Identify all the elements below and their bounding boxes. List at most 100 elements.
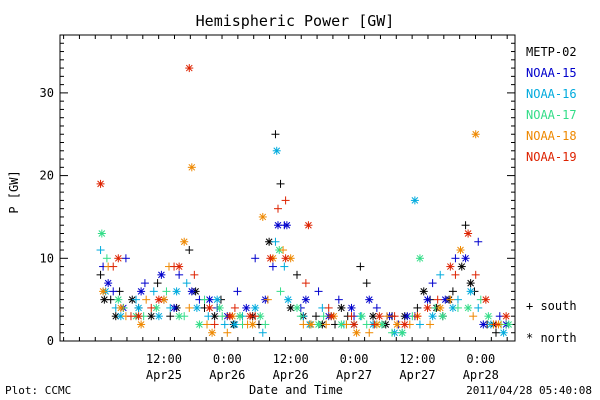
data-point-north — [185, 64, 194, 73]
y-tick-label: 10 — [40, 251, 54, 265]
plot-frame — [59, 34, 516, 342]
data-point-south — [324, 303, 333, 312]
data-point-south — [362, 320, 371, 329]
data-point-south — [293, 270, 302, 279]
data-point-north — [114, 254, 123, 263]
data-point-north — [464, 303, 473, 312]
data-point-north — [419, 287, 428, 296]
y-tick-label: 0 — [47, 334, 54, 348]
data-point-south — [312, 312, 321, 321]
data-point-north — [423, 303, 432, 312]
data-point-south — [142, 295, 151, 304]
legend-entry: NOAA-19 — [526, 150, 577, 164]
data-point-north — [400, 320, 409, 329]
data-point-south — [140, 279, 149, 288]
data-point-south — [372, 303, 381, 312]
data-point-north — [464, 229, 473, 238]
x-tick-label-date: Apr27 — [399, 368, 435, 382]
x-tick-label-date: Apr28 — [463, 368, 499, 382]
legend-entry: NOAA-16 — [526, 87, 577, 101]
data-point-north — [337, 320, 346, 329]
data-point-north — [438, 312, 447, 321]
data-point-south — [271, 130, 280, 139]
data-point-south — [415, 320, 424, 329]
data-point-south — [453, 303, 462, 312]
data-point-north — [97, 229, 106, 238]
data-point-north — [100, 295, 109, 304]
data-point-south — [451, 270, 460, 279]
data-point-north — [154, 295, 163, 304]
data-point-north — [114, 295, 123, 304]
data-point-north — [282, 221, 291, 230]
data-point-north — [248, 320, 257, 329]
data-point-south — [166, 303, 175, 312]
data-point-north — [99, 287, 108, 296]
data-point-north — [314, 320, 323, 329]
data-point-south — [223, 328, 232, 337]
data-point-north — [446, 262, 455, 271]
data-point-south — [426, 320, 435, 329]
data-point-north — [461, 254, 470, 263]
data-point-north — [180, 237, 189, 246]
data-point-south — [126, 312, 135, 321]
data-point-south — [428, 279, 437, 288]
data-point-south — [153, 279, 162, 288]
data-point-north — [205, 295, 214, 304]
data-point-south — [132, 295, 141, 304]
data-point-north — [213, 295, 222, 304]
data-point-south — [102, 254, 111, 263]
data-point-south — [436, 270, 445, 279]
data-point-north — [273, 221, 282, 230]
footer-left: Plot: CCMC — [5, 384, 71, 397]
data-point-north — [258, 212, 267, 221]
data-point-north — [441, 295, 450, 304]
x-tick-label-time: 0:00 — [213, 352, 242, 366]
data-point-north — [471, 130, 480, 139]
data-point-south — [413, 303, 422, 312]
data-point-north — [502, 312, 511, 321]
data-point-north — [154, 312, 163, 321]
y-tick-label: 30 — [40, 86, 54, 100]
data-point-south — [210, 320, 219, 329]
data-point-south — [271, 237, 280, 246]
data-point-south — [230, 303, 239, 312]
data-point-north — [415, 254, 424, 263]
data-point-north — [235, 312, 244, 321]
marker-legend-south: + south — [526, 299, 577, 313]
data-point-north — [423, 295, 432, 304]
legend-entry: NOAA-18 — [526, 129, 577, 143]
data-point-south — [362, 279, 371, 288]
data-point-north — [246, 312, 255, 321]
data-point-north — [157, 270, 166, 279]
data-point-south — [109, 287, 118, 296]
data-point-north — [134, 312, 143, 321]
data-point-south — [218, 312, 227, 321]
axis-ticks: 0 10 20 30 12:00 Apr25 0:00 Apr26 12:00 Apr26 0:00… — [40, 34, 515, 382]
data-point-north — [266, 254, 275, 263]
legend-entry: NOAA-15 — [526, 66, 577, 80]
legend-entry: NOAA-17 — [526, 108, 577, 122]
y-axis-label: P [GW] — [7, 170, 21, 213]
data-point-south — [301, 279, 310, 288]
chart-title: Hemispheric Power [GW] — [196, 12, 395, 30]
data-point-north — [215, 303, 224, 312]
data-point-south — [200, 295, 209, 304]
data-point-north — [256, 312, 265, 321]
data-point-south — [258, 328, 267, 337]
data-point-north — [96, 179, 105, 188]
data-point-north — [251, 303, 260, 312]
data-point-north — [304, 221, 313, 230]
data-point-north — [187, 163, 196, 172]
data-point-north — [350, 320, 359, 329]
marker-legend-north: * north — [526, 331, 577, 345]
data-point-south — [263, 295, 272, 304]
data-point-north — [398, 328, 407, 337]
data-point-north — [147, 312, 156, 321]
data-point-north — [116, 303, 125, 312]
data-points — [96, 64, 513, 337]
data-point-north — [159, 295, 168, 304]
x-tick-label-time: 0:00 — [340, 352, 369, 366]
x-tick-label-date: Apr27 — [336, 368, 372, 382]
data-point-south — [281, 196, 290, 205]
data-point-north — [152, 303, 161, 312]
